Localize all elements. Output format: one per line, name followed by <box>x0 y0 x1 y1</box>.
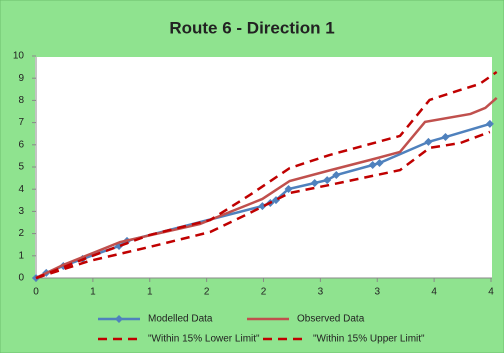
series-line <box>35 130 491 280</box>
x-tick-label: 0 <box>33 287 39 298</box>
series-line <box>35 70 498 280</box>
data-point <box>323 176 332 185</box>
data-point <box>375 159 384 168</box>
y-tick-label: 0 <box>18 273 24 284</box>
legend-label: Observed Data <box>297 314 365 325</box>
y-tick-label: 4 <box>18 184 24 195</box>
data-point <box>424 137 433 146</box>
x-tick-label: 4 <box>431 287 437 298</box>
x-tick-label: 4 <box>488 287 494 298</box>
data-point <box>485 119 494 128</box>
series-line <box>35 97 498 280</box>
y-tick-label: 3 <box>18 206 24 217</box>
legend-label: "Within 15% Upper Limit" <box>313 334 425 345</box>
x-tick-label: 2 <box>261 287 267 298</box>
y-tick-label: 1 <box>18 250 24 261</box>
x-tick-label: 1 <box>90 287 96 298</box>
legend-label: "Within 15% Lower Limit" <box>148 334 260 345</box>
y-tick-label: 6 <box>18 139 24 150</box>
y-tick-label: 8 <box>18 95 24 106</box>
data-point <box>310 178 319 187</box>
x-tick-label: 1 <box>147 287 153 298</box>
x-tick-label: 3 <box>318 287 324 298</box>
data-point <box>258 202 267 211</box>
data-point <box>332 170 341 179</box>
y-tick-label: 9 <box>18 73 24 84</box>
y-tick-label: 10 <box>13 51 25 62</box>
data-point <box>368 161 377 170</box>
legend-marker <box>115 315 123 323</box>
legend-label: Modelled Data <box>148 314 213 325</box>
y-tick-label: 2 <box>18 228 24 239</box>
x-tick-label: 2 <box>204 287 210 298</box>
y-tick-label: 5 <box>18 162 24 173</box>
x-tick-label: 3 <box>374 287 380 298</box>
plot-area <box>35 57 492 278</box>
data-point <box>441 133 450 142</box>
y-tick-label: 7 <box>18 117 24 128</box>
chart-title: Route 6 - Direction 1 <box>169 18 334 37</box>
data-point <box>284 184 293 193</box>
